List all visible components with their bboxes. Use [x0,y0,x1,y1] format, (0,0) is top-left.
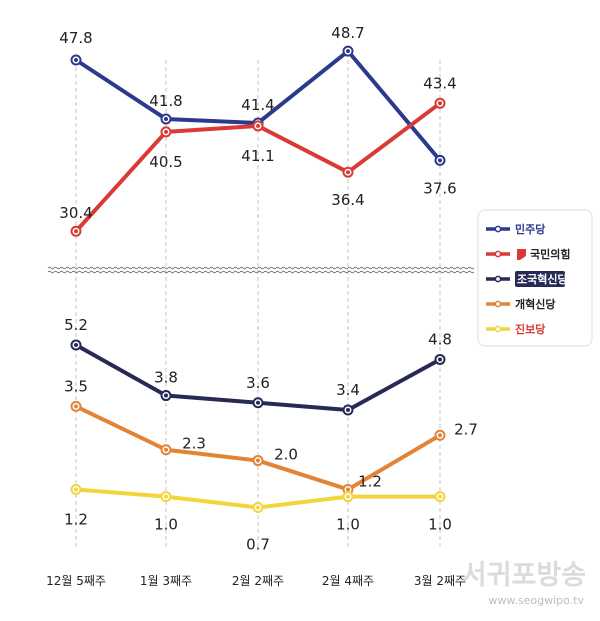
data-label: 0.7 [246,536,270,554]
data-label: 1.0 [336,516,360,534]
data-label: 36.4 [331,191,364,209]
data-label: 41.4 [241,96,274,114]
data-point-center [256,400,260,405]
data-point-center [164,129,168,134]
legend-badge [515,271,565,287]
data-label: 41.8 [149,92,182,110]
x-tick-label: 2월 4째주 [322,574,374,588]
axis-break-line [47,270,475,274]
data-point-center [256,123,260,128]
data-point-center [74,229,78,234]
data-point-center [164,117,168,122]
data-label: 3.4 [336,381,360,399]
data-label: 41.1 [241,147,274,165]
watermark-logo: 서귀포방송 [462,560,586,591]
data-point-center [346,170,350,175]
data-label: 2.0 [274,446,298,464]
data-label: 3.6 [246,374,270,392]
legend-label: 개혁신당 [515,297,555,311]
data-label: 1.0 [154,516,178,534]
x-tick-label: 12월 5째주 [46,574,106,588]
data-point-center [164,494,168,499]
legend-label: 조국혁신당 [517,272,568,286]
data-label: 2.7 [454,420,478,438]
x-tick-label: 2월 2째주 [232,574,284,588]
legend-marker [494,225,502,233]
data-label: 2.3 [182,435,206,453]
data-point-center [74,404,78,409]
legend-marker [494,275,502,283]
data-point-center [346,408,350,412]
data-label: 1.2 [64,510,88,528]
legend-label: 민주당 [515,222,545,236]
x-tick-label: 1월 3째주 [140,574,192,588]
legend-marker [494,300,502,308]
data-label: 47.8 [59,29,92,47]
data-label: 5.2 [64,316,88,334]
data-point-center [74,487,78,492]
data-point-center [346,49,350,54]
data-label: 30.4 [59,204,92,222]
data-point-center [438,158,442,163]
data-label: 48.7 [331,24,364,42]
x-tick-label: 3월 2째주 [414,574,466,588]
data-label: 37.6 [423,179,456,197]
data-label: 43.4 [423,74,456,92]
data-point-center [164,393,168,398]
data-point-center [256,458,260,463]
data-point-center [438,433,442,438]
legend-marker [494,250,502,258]
data-label: 3.5 [64,377,88,395]
data-point-center [164,447,168,452]
data-point-center [438,101,442,106]
data-point-center [438,494,442,499]
legend-label: 진보당 [515,322,545,336]
axis-break-line [47,266,475,270]
data-label: 4.8 [428,330,452,348]
data-point-center [74,58,78,62]
legend-marker [494,325,502,333]
data-label: 1.0 [428,516,452,534]
data-label: 3.8 [154,369,178,387]
data-label: 40.5 [149,153,182,171]
data-point-center [438,357,442,362]
party-logo-icon [517,249,526,260]
data-point-center [256,505,260,510]
watermark-url: www.seogwipo.tv [488,594,584,607]
legend-label: 국민의힘 [530,247,570,261]
data-label: 1.2 [358,472,382,490]
data-point-center [346,487,350,492]
data-point-center [74,343,78,347]
data-point-center [346,494,350,499]
